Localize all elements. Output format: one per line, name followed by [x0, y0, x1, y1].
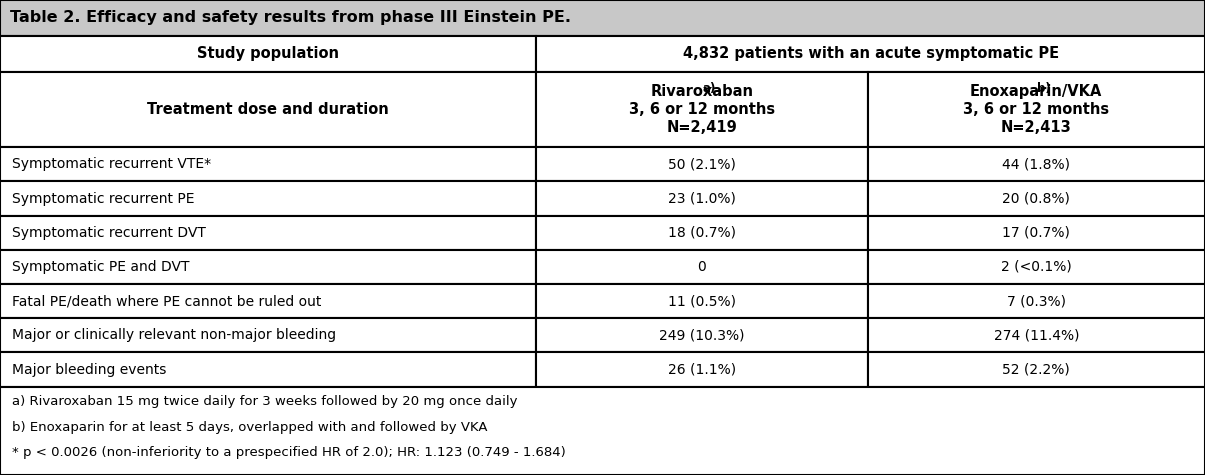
Bar	[0, 216, 536, 250]
Bar	[536, 181, 868, 216]
Text: 4,832 patients with an acute symptomatic PE: 4,832 patients with an acute symptomatic…	[682, 47, 1059, 61]
Text: 26 (1.1%): 26 (1.1%)	[668, 362, 736, 377]
Bar	[868, 181, 1205, 216]
Bar	[0, 181, 536, 216]
Text: a): a)	[703, 82, 716, 95]
Bar	[868, 147, 1205, 181]
Bar	[0, 387, 1205, 475]
Text: * p < 0.0026 (non-inferiority to a prespecified HR of 2.0); HR: 1.123 (0.749 - 1: * p < 0.0026 (non-inferiority to a presp…	[12, 446, 566, 459]
Text: 3, 6 or 12 months: 3, 6 or 12 months	[629, 102, 775, 117]
Text: 50 (2.1%): 50 (2.1%)	[668, 157, 736, 171]
Bar	[868, 284, 1205, 318]
Bar	[868, 352, 1205, 387]
Text: 17 (0.7%): 17 (0.7%)	[1003, 226, 1070, 240]
Text: 0: 0	[698, 260, 706, 274]
Text: 20 (0.8%): 20 (0.8%)	[1003, 191, 1070, 206]
Text: Symptomatic PE and DVT: Symptomatic PE and DVT	[12, 260, 189, 274]
Text: Treatment dose and duration: Treatment dose and duration	[147, 102, 389, 117]
Bar	[0, 352, 536, 387]
Bar	[536, 318, 868, 352]
Text: Enoxaparin/VKA: Enoxaparin/VKA	[970, 84, 1103, 99]
Bar	[0, 284, 536, 318]
Text: 44 (1.8%): 44 (1.8%)	[1003, 157, 1070, 171]
Text: 3, 6 or 12 months: 3, 6 or 12 months	[963, 102, 1110, 117]
Text: N=2,419: N=2,419	[666, 120, 737, 135]
Text: b) Enoxaparin for at least 5 days, overlapped with and followed by VKA: b) Enoxaparin for at least 5 days, overl…	[12, 420, 488, 434]
Text: a) Rivaroxaban 15 mg twice daily for 3 weeks followed by 20 mg once daily: a) Rivaroxaban 15 mg twice daily for 3 w…	[12, 395, 518, 408]
Text: 18 (0.7%): 18 (0.7%)	[668, 226, 736, 240]
Bar	[536, 216, 868, 250]
Text: b): b)	[1038, 82, 1051, 95]
Text: Major or clinically relevant non-major bleeding: Major or clinically relevant non-major b…	[12, 328, 336, 342]
Text: 274 (11.4%): 274 (11.4%)	[994, 328, 1078, 342]
Bar	[0, 318, 536, 352]
Bar	[536, 147, 868, 181]
Text: 249 (10.3%): 249 (10.3%)	[659, 328, 745, 342]
Bar	[536, 72, 868, 147]
Text: 52 (2.2%): 52 (2.2%)	[1003, 362, 1070, 377]
Bar	[868, 216, 1205, 250]
Text: Symptomatic recurrent VTE*: Symptomatic recurrent VTE*	[12, 157, 211, 171]
Bar	[536, 352, 868, 387]
Text: 7 (0.3%): 7 (0.3%)	[1007, 294, 1065, 308]
Text: 23 (1.0%): 23 (1.0%)	[668, 191, 736, 206]
Text: Symptomatic recurrent PE: Symptomatic recurrent PE	[12, 191, 194, 206]
Bar	[868, 72, 1205, 147]
Bar	[536, 284, 868, 318]
Text: Symptomatic recurrent DVT: Symptomatic recurrent DVT	[12, 226, 206, 240]
Bar	[868, 318, 1205, 352]
Bar	[536, 36, 1205, 72]
Text: Major bleeding events: Major bleeding events	[12, 362, 166, 377]
Bar	[0, 36, 536, 72]
Bar	[0, 72, 536, 147]
Bar	[536, 250, 868, 284]
Text: 2 (<0.1%): 2 (<0.1%)	[1001, 260, 1071, 274]
Bar	[0, 147, 536, 181]
Bar	[0, 0, 1205, 36]
Text: Table 2. Efficacy and safety results from phase III Einstein PE.: Table 2. Efficacy and safety results fro…	[10, 10, 571, 25]
Bar	[0, 250, 536, 284]
Text: Rivaroxaban: Rivaroxaban	[651, 84, 753, 99]
Text: 11 (0.5%): 11 (0.5%)	[668, 294, 736, 308]
Text: Fatal PE/death where PE cannot be ruled out: Fatal PE/death where PE cannot be ruled …	[12, 294, 322, 308]
Text: N=2,413: N=2,413	[1001, 120, 1071, 135]
Bar	[868, 250, 1205, 284]
Text: Study population: Study population	[198, 47, 339, 61]
